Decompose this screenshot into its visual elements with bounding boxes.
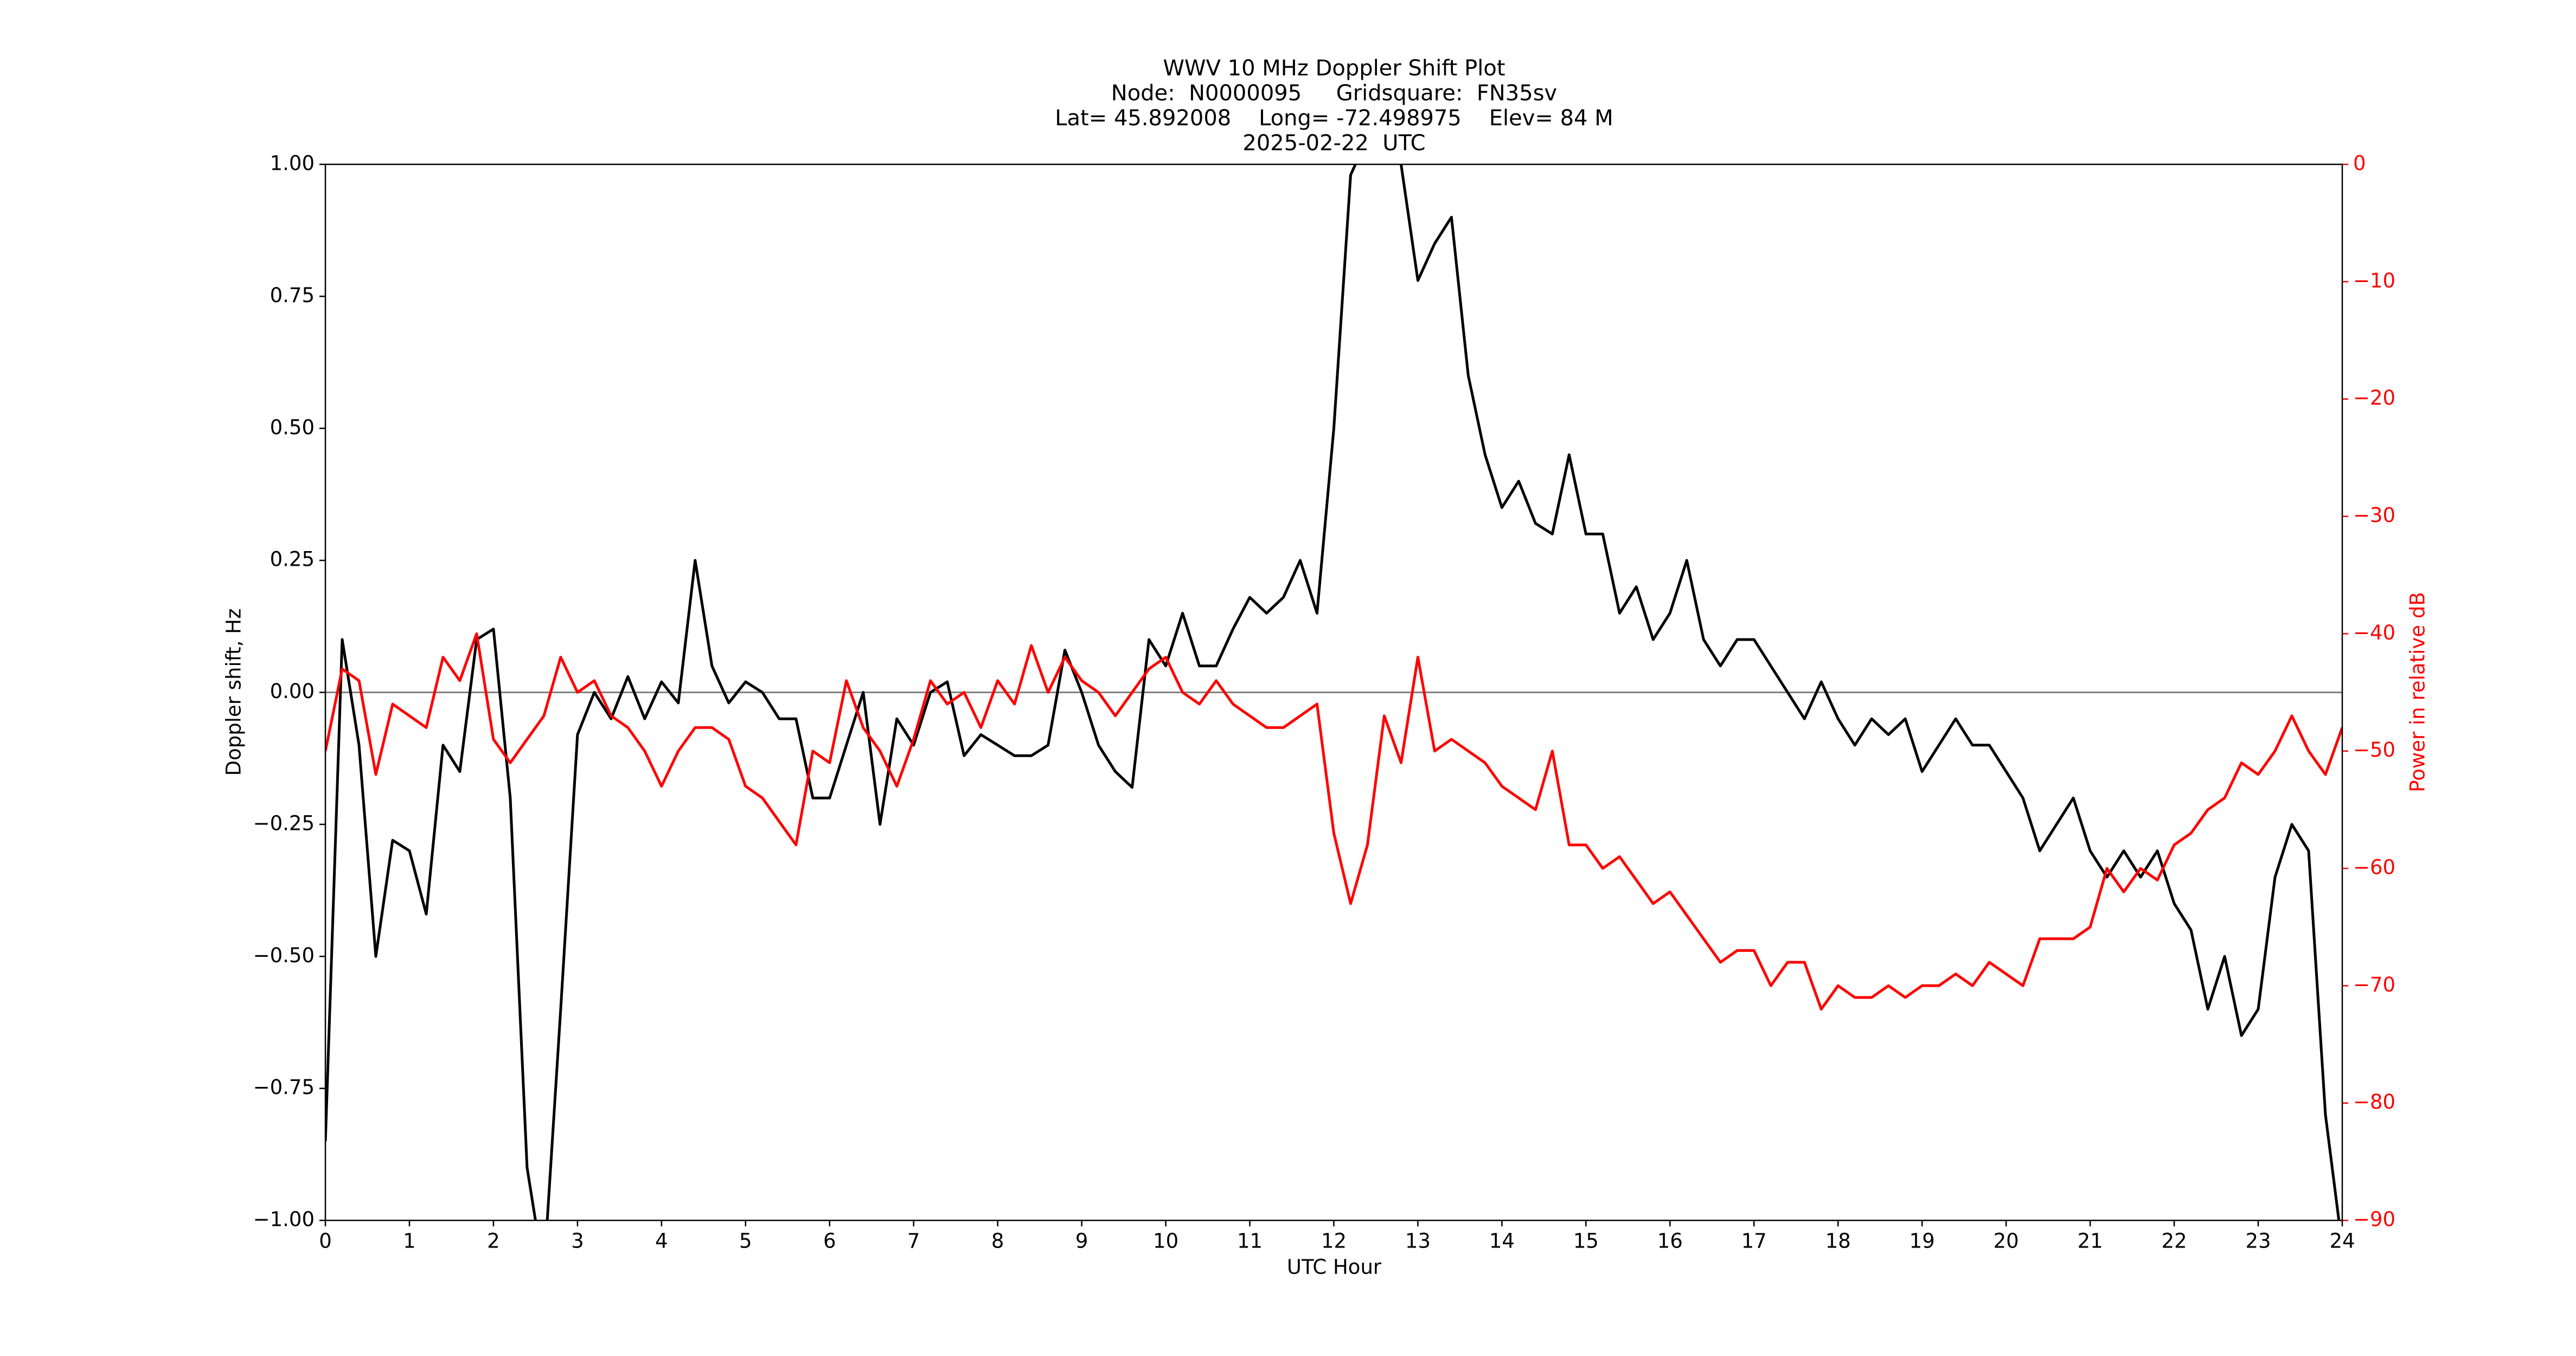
x-tick-label: 21 (2078, 1230, 2103, 1253)
data-line (325, 164, 2341, 1220)
x-tick-label: 1 (403, 1230, 416, 1253)
x-tick-label: 12 (1321, 1230, 1347, 1253)
y-tick-label: 0.00 (270, 680, 315, 703)
y2-tick-label: −60 (2353, 856, 2395, 879)
x-tick-label: 14 (1489, 1230, 1515, 1253)
x-tick-label: 16 (1657, 1230, 1683, 1253)
y-tick-label: 0.75 (270, 284, 315, 307)
y-tick-label: −1.00 (253, 1208, 315, 1231)
x-tick-label: 17 (1741, 1230, 1767, 1253)
y-tick-label: 0.25 (270, 548, 315, 571)
x-tick-label: 15 (1573, 1230, 1599, 1253)
y2-tick-label: −10 (2353, 269, 2395, 292)
x-axis-label: UTC Hour (1287, 1256, 1382, 1279)
y2-tick-label: −20 (2353, 386, 2395, 410)
y2-tick-label: −90 (2353, 1208, 2395, 1231)
y2-tick-label: −80 (2353, 1090, 2395, 1114)
x-tick-label: 23 (2245, 1230, 2271, 1253)
x-tick-label: 0 (319, 1230, 332, 1253)
y2-tick-label: −50 (2353, 738, 2395, 762)
chart-title: 2025-02-22 UTC (1242, 131, 1425, 156)
y2-tick-label: −70 (2353, 973, 2395, 996)
y-tick-label: 1.00 (270, 152, 315, 175)
y-tick-label: −0.75 (253, 1076, 315, 1099)
x-tick-label: 7 (907, 1230, 920, 1253)
x-tick-label: 6 (823, 1230, 836, 1253)
y2-axis-label: Power in relative dB (2406, 592, 2430, 792)
x-tick-label: 9 (1075, 1230, 1088, 1253)
x-tick-label: 11 (1237, 1230, 1263, 1253)
y2-tick-label: −40 (2353, 621, 2395, 644)
x-tick-label: 3 (571, 1230, 584, 1253)
chart-title: Node: N0000095 Gridsquare: FN35sv (1111, 81, 1557, 106)
y-tick-label: −0.50 (253, 944, 315, 967)
chart-title: Lat= 45.892008 Long= -72.498975 Elev= 84… (1055, 106, 1613, 131)
data-line (325, 632, 2342, 1011)
x-tick-label: 8 (991, 1230, 1004, 1253)
x-tick-label: 4 (655, 1230, 668, 1253)
y2-tick-label: 0 (2353, 152, 2366, 175)
x-tick-label: 19 (1909, 1230, 1935, 1253)
x-tick-label: 18 (1825, 1230, 1851, 1253)
x-tick-label: 10 (1153, 1230, 1178, 1253)
plot-frame (324, 163, 2343, 1221)
y-tick-label: −0.25 (253, 811, 315, 835)
plot-area (325, 164, 2342, 1220)
y2-tick-label: −30 (2353, 504, 2395, 527)
x-tick-label: 13 (1405, 1230, 1431, 1253)
y-tick-label: 0.50 (270, 415, 315, 439)
y-axis-label: Doppler shift, Hz (222, 609, 246, 776)
x-tick-label: 22 (2162, 1230, 2187, 1253)
x-tick-label: 20 (1994, 1230, 2019, 1253)
x-tick-label: 2 (487, 1230, 500, 1253)
x-tick-label: 24 (2329, 1230, 2355, 1253)
x-tick-label: 5 (739, 1230, 752, 1253)
chart-title: WWV 10 MHz Doppler Shift Plot (1163, 56, 1505, 81)
